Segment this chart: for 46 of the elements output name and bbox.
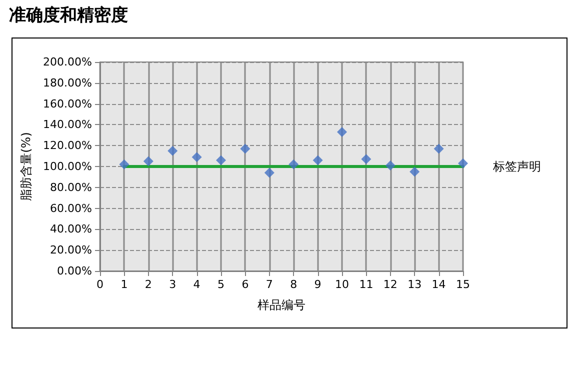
x-tick-label: 11 bbox=[359, 278, 374, 291]
x-tick-label: 0 bbox=[96, 278, 104, 291]
point bbox=[385, 160, 396, 170]
x-tick-label: 1 bbox=[120, 278, 128, 291]
y-tick-label: 200.00% bbox=[43, 56, 92, 68]
x-tick-label: 3 bbox=[169, 278, 176, 291]
point bbox=[312, 155, 323, 166]
x-tick-label: 9 bbox=[314, 278, 322, 291]
point bbox=[288, 159, 299, 170]
x-tick-label: 10 bbox=[335, 278, 349, 291]
x-tick-label: 6 bbox=[242, 278, 249, 291]
point bbox=[240, 144, 250, 154]
point bbox=[192, 152, 202, 162]
x-tick-label: 5 bbox=[218, 278, 224, 291]
point bbox=[216, 155, 226, 166]
point bbox=[434, 144, 444, 154]
y-tick-label: 20.00% bbox=[50, 244, 92, 257]
x-tick-label: 2 bbox=[144, 278, 152, 291]
x-tick-label: 8 bbox=[290, 278, 298, 291]
point bbox=[410, 166, 420, 177]
point bbox=[361, 154, 372, 164]
point bbox=[119, 159, 130, 170]
y-tick-label: 120.00% bbox=[43, 139, 92, 152]
point bbox=[168, 146, 178, 156]
y-tick-label: 140.00% bbox=[43, 118, 92, 132]
x-axis-title: 样品编号 bbox=[258, 298, 306, 312]
x-tick-label: 7 bbox=[266, 278, 273, 291]
y-tick-label: 80.00% bbox=[50, 180, 92, 194]
x-tick-label: 12 bbox=[383, 278, 398, 291]
y-tick-label: 180.00% bbox=[43, 76, 92, 90]
point bbox=[264, 168, 274, 178]
chart-title: 准确度和精密度 bbox=[9, 6, 128, 26]
text: 标签声明 bbox=[492, 160, 541, 174]
y-tick-label: 160.00% bbox=[43, 97, 92, 110]
x-tick-label: 14 bbox=[432, 278, 446, 291]
point bbox=[337, 127, 347, 138]
y-tick-label: 40.00% bbox=[50, 222, 92, 236]
x-tick-label: 4 bbox=[193, 278, 200, 291]
y-tick-label: 0.00% bbox=[57, 264, 92, 278]
point bbox=[143, 156, 154, 166]
y-tick-label: 100.00% bbox=[43, 160, 92, 173]
x-tick-label: 13 bbox=[408, 278, 422, 291]
y-tick-label: 60.00% bbox=[50, 202, 92, 215]
y-axis-title: 脂肪含量(%) bbox=[19, 132, 34, 201]
x-tick-label: 15 bbox=[456, 278, 470, 291]
point bbox=[458, 158, 468, 168]
